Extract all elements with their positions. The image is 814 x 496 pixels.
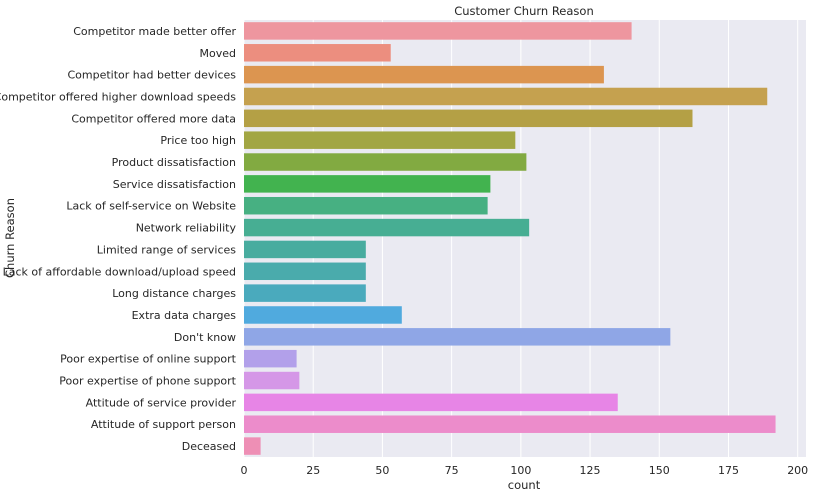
bar [244, 371, 300, 390]
chart-title: Customer Churn Reason [454, 4, 594, 18]
bar [244, 131, 516, 149]
bar [244, 393, 618, 412]
y-tick-label: Deceased [182, 440, 236, 453]
y-tick-label: Attitude of service provider [86, 396, 237, 409]
bar [244, 218, 530, 237]
y-tick-label: Competitor offered higher download speed… [0, 90, 236, 103]
y-tick-label: Lack of affordable download/upload speed [3, 265, 236, 278]
x-tick-label: 75 [445, 464, 459, 477]
x-tick-label: 200 [787, 464, 808, 477]
x-tick-label: 50 [375, 464, 389, 477]
x-axis-label: count [508, 478, 541, 492]
bar [244, 87, 768, 106]
y-tick-label: Attitude of support person [91, 418, 236, 431]
y-tick-label: Price too high [160, 134, 236, 147]
plot-background [244, 20, 806, 457]
y-tick-label: Service dissatisfaction [113, 178, 236, 191]
y-tick-label: Limited range of services [97, 243, 236, 256]
bar [244, 240, 366, 259]
y-tick-label: Lack of self-service on Website [66, 200, 236, 213]
x-tick-labels: 0 25 50 75 100 125 150 175 200 [241, 464, 809, 477]
x-tick-label: 0 [241, 464, 248, 477]
y-tick-label: Moved [200, 47, 236, 60]
bar [244, 196, 488, 215]
bars [244, 22, 776, 455]
y-tick-label: Don't know [174, 331, 236, 344]
y-tick-label: Long distance charges [112, 287, 236, 300]
x-tick-label: 125 [580, 464, 601, 477]
y-tick-label: Competitor offered more data [71, 112, 236, 125]
bar [244, 153, 527, 171]
bar [244, 22, 632, 40]
x-tick-label: 25 [306, 464, 320, 477]
bar [244, 44, 391, 62]
bar [244, 306, 402, 324]
y-tick-labels: Competitor made better offer Moved Competi… [0, 25, 237, 453]
bar [244, 109, 693, 128]
y-tick-label: Extra data charges [132, 309, 237, 322]
x-tick-label: 150 [649, 464, 670, 477]
y-tick-label: Network reliability [136, 222, 237, 235]
bar [244, 349, 297, 368]
bar [244, 437, 261, 455]
y-axis-label: Churn Reason [3, 198, 17, 278]
y-tick-label: Poor expertise of phone support [59, 375, 236, 388]
y-tick-label: Competitor made better offer [73, 25, 236, 38]
y-tick-label: Poor expertise of online support [60, 353, 237, 366]
bar [244, 175, 491, 193]
bar [244, 328, 671, 346]
bar [244, 284, 366, 302]
bar [244, 415, 776, 433]
x-tick-label: 175 [718, 464, 739, 477]
bar [244, 65, 604, 84]
bar [244, 262, 366, 281]
y-tick-label: Product dissatisfaction [112, 156, 236, 169]
x-tick-label: 100 [510, 464, 531, 477]
y-tick-label: Competitor had better devices [67, 69, 236, 82]
